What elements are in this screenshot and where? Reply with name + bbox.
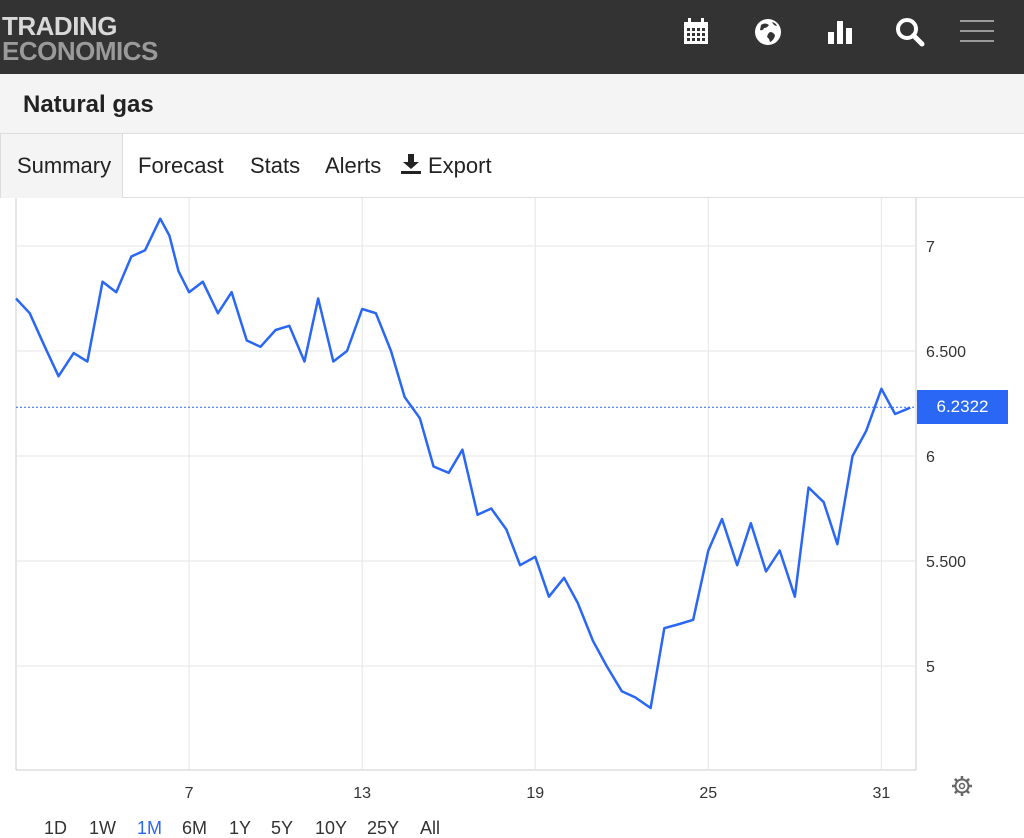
range-selector: 1D 1W 1M 6M 1Y 5Y 10Y 25Y All bbox=[0, 812, 1024, 838]
chart-settings-gear-icon[interactable] bbox=[951, 775, 973, 797]
tab-export[interactable]: Export bbox=[400, 134, 492, 198]
tab-export-label: Export bbox=[428, 153, 492, 178]
hamburger-menu-icon[interactable] bbox=[960, 16, 996, 48]
tab-alerts-label: Alerts bbox=[325, 153, 382, 178]
tab-forecast[interactable]: Forecast bbox=[138, 134, 224, 198]
range-10y-button[interactable]: 10Y bbox=[315, 818, 348, 838]
tab-stats[interactable]: Stats bbox=[250, 134, 300, 198]
y-tick-label: 6 bbox=[926, 449, 935, 466]
range-all-button[interactable]: All bbox=[420, 818, 441, 838]
bar-chart-icon[interactable] bbox=[824, 16, 856, 48]
range-1y-button[interactable]: 1Y bbox=[229, 818, 252, 838]
top-navigation-bar: TRADING ECONOMICS bbox=[0, 0, 1024, 74]
range-5y-button[interactable]: 5Y bbox=[271, 818, 294, 838]
range-1m-button[interactable]: 1M bbox=[137, 818, 163, 838]
trading-economics-logo[interactable]: TRADING ECONOMICS bbox=[2, 11, 158, 66]
range-1d-button[interactable]: 1D bbox=[44, 818, 68, 838]
y-tick-label: 6.500 bbox=[926, 344, 966, 361]
search-icon[interactable] bbox=[894, 16, 926, 48]
tab-summary[interactable]: Summary bbox=[0, 134, 123, 198]
x-tick-label: 7 bbox=[185, 785, 194, 798]
tab-summary-label: Summary bbox=[17, 153, 112, 178]
tab-alerts[interactable]: Alerts bbox=[325, 134, 381, 198]
calendar-icon[interactable] bbox=[680, 16, 712, 48]
tab-stats-label: Stats bbox=[250, 153, 301, 178]
tab-bar: Summary Forecast Stats Alerts Export bbox=[0, 134, 1024, 198]
page-title: Natural gas bbox=[23, 91, 154, 118]
logo-line-1: TRADING bbox=[2, 11, 117, 41]
y-tick-label: 5 bbox=[926, 659, 935, 676]
y-tick-label: 5.500 bbox=[926, 554, 966, 571]
x-tick-label: 25 bbox=[699, 785, 717, 798]
range-25y-button[interactable]: 25Y bbox=[367, 818, 400, 838]
range-6m-button[interactable]: 6M bbox=[182, 818, 208, 838]
x-tick-label: 13 bbox=[353, 785, 371, 798]
range-1w-button[interactable]: 1W bbox=[89, 818, 116, 838]
download-icon bbox=[400, 136, 422, 200]
y-tick-label: 7 bbox=[926, 239, 935, 256]
x-tick-label: 19 bbox=[526, 785, 544, 798]
title-bar: Natural gas bbox=[0, 74, 1024, 134]
current-price-label: 6.2322 bbox=[917, 390, 1008, 425]
globe-icon[interactable] bbox=[752, 16, 784, 48]
logo-line-2: ECONOMICS bbox=[2, 36, 158, 66]
natural-gas-price-line bbox=[15, 217, 911, 710]
price-chart-svg: 7 13 19 25 31 5 5.500 6 6.500 7 bbox=[15, 198, 966, 798]
x-tick-label: 31 bbox=[872, 785, 890, 798]
tab-forecast-label: Forecast bbox=[138, 153, 224, 178]
price-chart: 7 13 19 25 31 5 5.500 6 6.500 7 6.2322 bbox=[0, 198, 1024, 798]
